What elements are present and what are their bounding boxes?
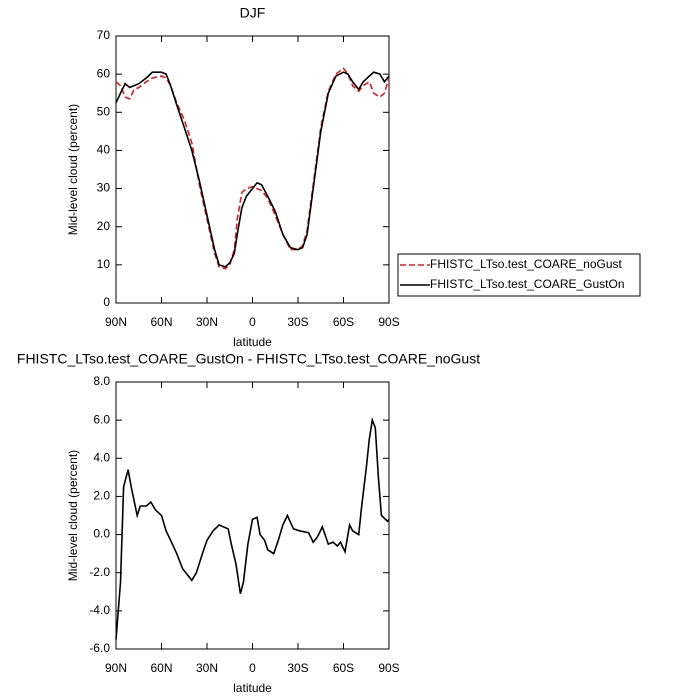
y-tick-label: 0.0 xyxy=(93,527,110,541)
x-tick-label: 60S xyxy=(333,661,354,675)
x-tick-label: 90N xyxy=(105,661,127,675)
y-tick-label: -6.0 xyxy=(89,641,110,655)
y-tick-label: 10 xyxy=(97,257,111,271)
x-tick-label: 30S xyxy=(287,661,308,675)
x-tick-label: 90S xyxy=(378,661,399,675)
x-tick-label: 60N xyxy=(150,315,172,329)
y-tick-label: 20 xyxy=(97,219,111,233)
y-tick-label: 8.0 xyxy=(93,374,110,388)
y-tick-label: -2.0 xyxy=(89,565,110,579)
series-line xyxy=(115,67,390,270)
plot-frame xyxy=(115,381,390,650)
x-tick-label: 0 xyxy=(249,661,256,675)
series-line xyxy=(115,417,390,640)
y-tick-label: 4.0 xyxy=(93,450,110,464)
x-tick-label: 30N xyxy=(196,315,218,329)
x-axis-label: latitude xyxy=(233,335,272,349)
x-tick-label: 90N xyxy=(105,315,127,329)
y-tick-label: 2.0 xyxy=(93,489,110,503)
y-tick-label: 70 xyxy=(97,28,111,42)
chart-title: DJF xyxy=(240,5,266,21)
legend-box xyxy=(397,253,641,297)
series-line xyxy=(115,71,390,268)
y-tick-label: 6.0 xyxy=(93,412,110,426)
x-tick-label: 30S xyxy=(287,315,308,329)
y-tick-label: 50 xyxy=(97,104,111,118)
legend-label: FHISTC_LTso.test_COARE_noGust xyxy=(430,257,623,271)
y-axis-label: Mid-level cloud (percent) xyxy=(66,104,80,235)
y-tick-label: 40 xyxy=(97,143,111,157)
x-axis-label: latitude xyxy=(233,681,272,695)
y-tick-label: 0 xyxy=(103,295,110,309)
y-tick-label: 30 xyxy=(97,181,111,195)
x-tick-label: 60S xyxy=(333,315,354,329)
x-tick-label: 60N xyxy=(150,661,172,675)
y-axis-label: Mid-level cloud (percent) xyxy=(66,450,80,581)
legend-label: FHISTC_LTso.test_COARE_GustOn xyxy=(430,277,625,291)
x-tick-label: 0 xyxy=(249,315,256,329)
x-tick-label: 90S xyxy=(378,315,399,329)
y-tick-label: 60 xyxy=(97,66,111,80)
y-tick-label: -4.0 xyxy=(89,603,110,617)
x-tick-label: 30N xyxy=(196,661,218,675)
chart-title: FHISTC_LTso.test_COARE_GustOn - FHISTC_L… xyxy=(17,351,480,367)
